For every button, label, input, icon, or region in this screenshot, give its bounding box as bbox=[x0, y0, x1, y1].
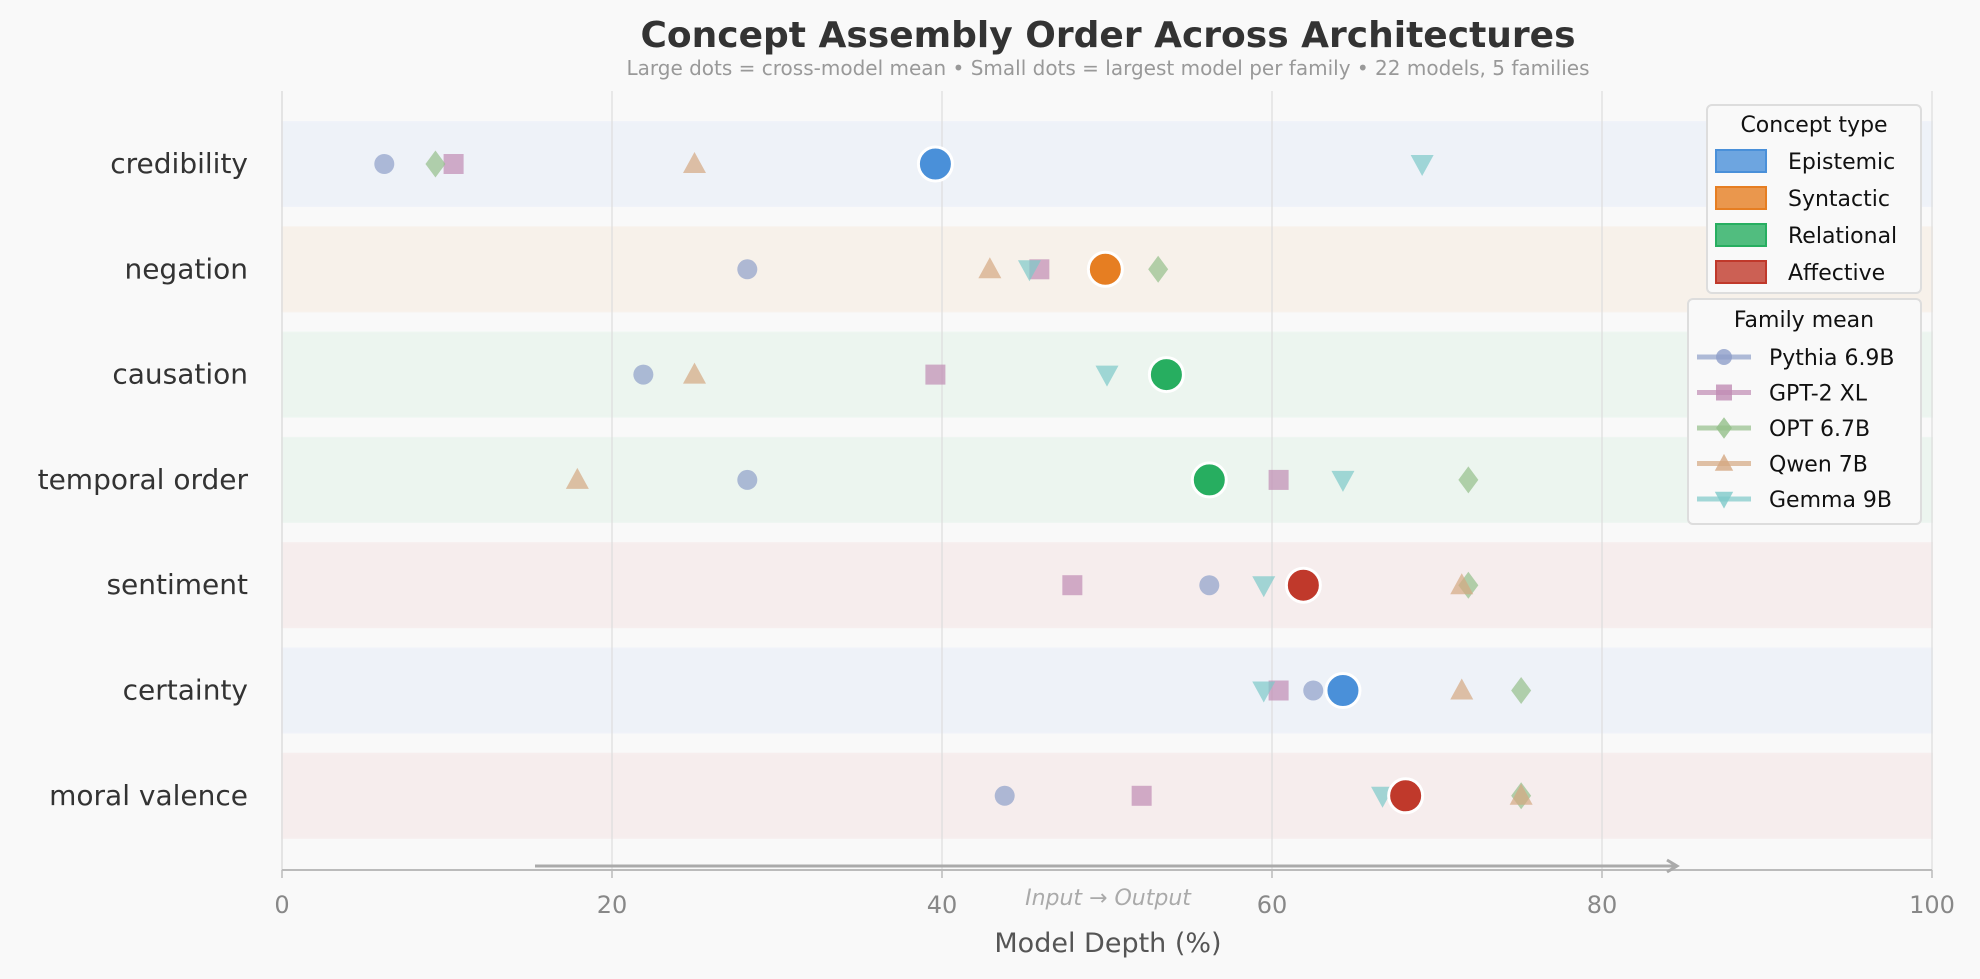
family-point-diamond bbox=[1458, 466, 1479, 494]
mean-point bbox=[1190, 461, 1228, 499]
mean-point bbox=[1324, 672, 1362, 709]
family-point-triangle-up bbox=[1450, 573, 1474, 595]
legend-entry: OPT 6.7B bbox=[1769, 417, 1870, 442]
concept-label: sentiment bbox=[106, 568, 248, 601]
row-band bbox=[281, 542, 1933, 629]
legend-swatch bbox=[1715, 186, 1767, 210]
family-point-triangle-down bbox=[1410, 155, 1434, 176]
mean-point bbox=[916, 145, 954, 183]
family-point-triangle-up bbox=[978, 257, 1002, 279]
row-band bbox=[281, 436, 1933, 523]
y-axis-labels: credibility negation causation temporal ord… bbox=[38, 147, 249, 812]
legend-marker-circle-icon bbox=[1716, 349, 1732, 365]
x-axis-label: Model Depth (%) bbox=[994, 928, 1221, 959]
data-marks bbox=[374, 145, 1533, 815]
row-bands bbox=[281, 121, 1933, 839]
row-band bbox=[281, 647, 1933, 734]
legend-marker-square-icon bbox=[1716, 384, 1732, 401]
family-point-triangle-up bbox=[1509, 783, 1533, 805]
family-point-circle bbox=[374, 154, 395, 174]
tick-label: 80 bbox=[1587, 891, 1618, 919]
legend-swatch bbox=[1715, 149, 1767, 173]
family-point-square bbox=[443, 154, 464, 174]
legend-concept-type: Concept type Epistemic Syntactic Relationa… bbox=[1706, 104, 1922, 294]
concept-label: negation bbox=[124, 252, 248, 285]
direction-label: Input → Output bbox=[1025, 886, 1192, 911]
legend-marker-triangle-down-icon bbox=[1714, 491, 1734, 509]
legend-entry: Gemma 9B bbox=[1769, 488, 1892, 513]
concept-label: moral valence bbox=[49, 779, 248, 812]
family-point-circle bbox=[1303, 680, 1324, 701]
tick-label: 40 bbox=[927, 891, 958, 919]
legend-entry: Affective bbox=[1788, 261, 1885, 286]
family-point-square bbox=[925, 364, 946, 385]
legend-title: Concept type bbox=[1740, 113, 1887, 138]
row-band bbox=[281, 121, 1933, 207]
family-point-circle bbox=[633, 364, 654, 385]
family-point-triangle-down bbox=[1252, 681, 1276, 703]
legend-swatch bbox=[1715, 260, 1767, 284]
mean-point bbox=[1387, 777, 1425, 815]
family-point-triangle-up bbox=[565, 467, 589, 489]
family-point-circle bbox=[737, 469, 758, 490]
family-point-square bbox=[1268, 680, 1289, 701]
tick-label: 60 bbox=[1257, 891, 1288, 919]
direction-arrow bbox=[535, 858, 1680, 874]
family-point-diamond bbox=[425, 150, 446, 178]
legend-entry: Syntactic bbox=[1788, 187, 1890, 212]
legend-entry: Pythia 6.9B bbox=[1769, 346, 1895, 371]
chart-subtitle: Large dots = cross-model mean • Small do… bbox=[626, 56, 1589, 80]
family-point-triangle-down bbox=[1095, 365, 1119, 387]
legend-marker-triangle-up-icon bbox=[1714, 453, 1734, 471]
family-point-square bbox=[1268, 469, 1289, 490]
mean-point bbox=[1147, 356, 1185, 394]
legend-family-mean: Family mean Pythia 6.9B GPT-2 XL OPT 6.7B Q… bbox=[1687, 298, 1922, 525]
x-axis-ticks: 0 20 40 60 80 100 bbox=[274, 870, 1955, 919]
legend-entry: Qwen 7B bbox=[1769, 453, 1868, 478]
family-point-circle bbox=[737, 259, 758, 280]
arrow-head-icon bbox=[1666, 858, 1680, 874]
concept-label: credibility bbox=[110, 147, 248, 180]
concept-label: certainty bbox=[123, 674, 248, 707]
concept-label: causation bbox=[112, 358, 248, 391]
family-point-triangle-up bbox=[1450, 678, 1474, 700]
family-point-diamond bbox=[1148, 255, 1169, 283]
legend-swatch bbox=[1715, 223, 1767, 247]
family-point-triangle-down bbox=[1252, 576, 1276, 598]
family-point-circle bbox=[1199, 575, 1220, 596]
family-point-triangle-down bbox=[1017, 260, 1041, 282]
family-point-triangle-up bbox=[683, 152, 706, 173]
chart-title: Concept Assembly Order Across Architectu… bbox=[640, 15, 1575, 56]
mean-point bbox=[1086, 250, 1124, 288]
legend-marker-diamond-icon bbox=[1716, 417, 1732, 439]
legend-entry: Relational bbox=[1788, 224, 1897, 249]
family-point-square bbox=[1062, 575, 1083, 596]
row-band bbox=[281, 752, 1933, 839]
family-point-diamond bbox=[1511, 677, 1532, 704]
tick-label: 0 bbox=[274, 891, 289, 919]
family-point-circle bbox=[994, 785, 1015, 806]
legend-title: Family mean bbox=[1734, 308, 1874, 333]
legend-entry: GPT-2 XL bbox=[1769, 382, 1868, 407]
family-point-triangle-up bbox=[683, 362, 706, 384]
tick-label: 20 bbox=[597, 891, 628, 919]
legend-entry: Epistemic bbox=[1788, 150, 1895, 175]
grid-lines bbox=[281, 91, 1933, 870]
family-point-triangle-down bbox=[1331, 470, 1355, 492]
mean-point bbox=[1284, 566, 1322, 604]
concept-label: temporal order bbox=[38, 463, 249, 496]
family-point-square bbox=[1131, 785, 1152, 806]
tick-label: 100 bbox=[1909, 891, 1955, 919]
